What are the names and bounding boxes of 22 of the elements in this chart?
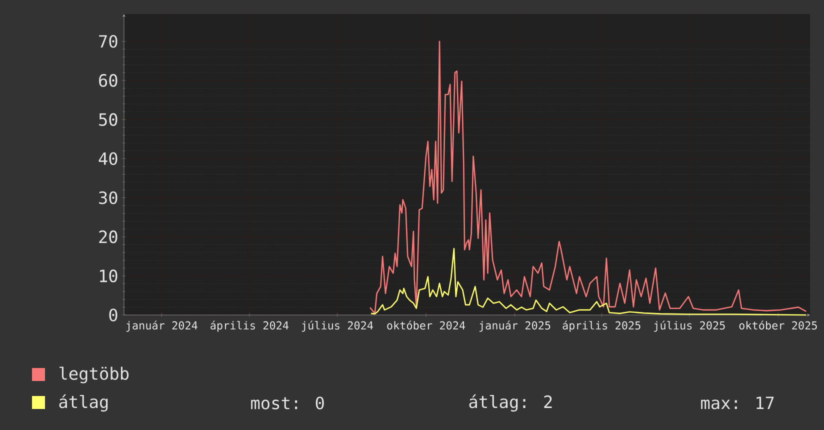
x-tick-label: július 2025 (654, 320, 725, 332)
text: max: 17 (701, 396, 774, 410)
line-series (369, 40, 807, 314)
x-tick-label: január 2024 (126, 320, 198, 332)
y-tick-label: 0 (109, 308, 118, 322)
x-tick-label: április 2024 (210, 320, 288, 332)
text: most: 0 (251, 396, 324, 410)
y-tick-label: 20 (99, 230, 118, 244)
y-tick-label: 50 (99, 113, 118, 126)
y-tick-label: 10 (100, 269, 118, 282)
x-tick-label: október 2024 (387, 320, 466, 330)
y-tick-label: 30 (99, 191, 118, 204)
x-tick-label: július 2024 (302, 320, 373, 332)
y-tick-label: 70 (99, 34, 118, 48)
legend-label: legtöbb (60, 366, 129, 384)
x-tick-label: január 2025 (479, 320, 550, 332)
y-tick-label: 40 (98, 152, 118, 166)
legend-label: átlag (59, 394, 108, 412)
x-tick-label: április 2025 (562, 320, 640, 332)
x-tick-label: október 2025 (739, 320, 817, 330)
text: átlag: 2 (469, 394, 552, 412)
y-tick-label: 60 (99, 74, 118, 87)
